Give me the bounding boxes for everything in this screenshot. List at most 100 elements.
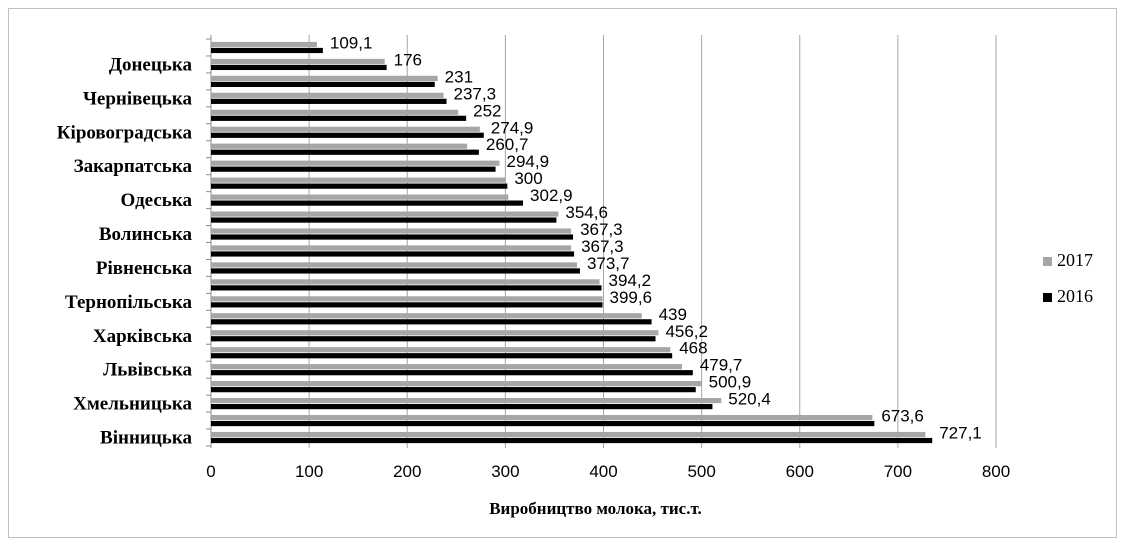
data-label: 302,9 [530, 186, 573, 205]
category-label: Львівська [103, 360, 192, 381]
bar-2016 [211, 336, 656, 342]
milk-production-chart: Донецька Чернівецька Кіровоградська Закарпа… [57, 33, 1093, 518]
bar-2017 [211, 245, 572, 251]
bar-2016 [211, 285, 602, 291]
data-label: 237,3 [454, 84, 497, 103]
category-label: Рівненська [96, 258, 193, 279]
x-tick-label: 0 [206, 462, 215, 481]
category-labels: Донецька Чернівецька Кіровоградська Закарпа… [57, 54, 193, 448]
category-label: Донецька [109, 54, 193, 75]
data-label: 367,3 [580, 220, 623, 239]
category-label: Харківська [93, 326, 193, 347]
bar-2016 [211, 98, 447, 104]
bar-2017 [211, 211, 559, 217]
x-tick-label: 400 [589, 462, 617, 481]
data-label: 274,9 [491, 118, 534, 137]
chart-frame: Донецька Чернівецька Кіровоградська Закарпа… [8, 8, 1117, 538]
bar-2017 [211, 381, 702, 387]
data-label: 300 [514, 169, 542, 188]
bar-2017 [211, 41, 317, 48]
data-label: 231 [445, 67, 473, 86]
bars [211, 41, 933, 444]
data-label: 176 [394, 50, 422, 69]
bar-2017 [211, 228, 572, 234]
bar-2016 [211, 420, 875, 427]
data-label: 456,2 [665, 322, 708, 341]
data-label: 260,7 [486, 135, 529, 154]
bar-2016 [211, 437, 933, 444]
data-label: 468 [679, 339, 707, 358]
bar-2016 [211, 217, 557, 223]
x-tick-labels: 0 100 200 300 400 500 600 700 800 [206, 462, 1010, 481]
bar-2017 [211, 109, 459, 115]
legend-swatch-2016 [1043, 293, 1052, 302]
x-axis-title: Виробництво молока, тис.т. [489, 499, 702, 518]
bar-2016 [211, 353, 673, 359]
data-label: 399,6 [610, 288, 653, 307]
x-tick-label: 300 [491, 462, 519, 481]
bar-2016 [211, 166, 496, 172]
x-tick-label: 700 [884, 462, 912, 481]
bar-2016 [211, 387, 696, 393]
category-label: Одеська [121, 190, 193, 211]
bar-2016 [211, 115, 467, 121]
x-tick-label: 600 [786, 462, 814, 481]
bar-2017 [211, 194, 509, 200]
category-label: Чернівецька [83, 88, 193, 109]
bar-2017 [211, 92, 444, 98]
legend-label-2016: 2016 [1057, 286, 1093, 306]
bar-2016 [211, 47, 323, 54]
legend-swatch-2017 [1043, 257, 1052, 266]
bar-2017 [211, 313, 642, 319]
data-label: 500,9 [709, 373, 752, 392]
category-label: Тернопільська [65, 292, 192, 313]
bar-2016 [211, 183, 508, 189]
data-label: 727,1 [939, 424, 982, 443]
bar-2017 [211, 262, 578, 268]
legend-label-2017: 2017 [1057, 250, 1093, 270]
bar-2016 [211, 404, 713, 410]
bar-2016 [211, 370, 693, 376]
bar-2016 [211, 234, 574, 240]
bar-2017 [211, 431, 926, 438]
data-label: 367,3 [581, 237, 624, 256]
bar-2016 [211, 132, 484, 138]
bar-2016 [211, 302, 603, 308]
data-labels: 109,1 176 231237,3252274,9260,7294,9300302… [330, 33, 982, 442]
bar-2017 [211, 126, 480, 132]
x-tick-label: 100 [295, 462, 323, 481]
category-label: Кіровоградська [57, 122, 193, 143]
bar-2016 [211, 251, 575, 257]
data-label: 394,2 [609, 271, 652, 290]
bar-2017 [211, 75, 438, 81]
category-label: Волинська [99, 224, 193, 245]
bar-2016 [211, 200, 524, 206]
bar-2017 [211, 143, 468, 149]
bar-2016 [211, 149, 479, 155]
bar-2016 [211, 81, 435, 87]
category-label: Вінницька [100, 428, 192, 449]
category-label: Закарпатська [74, 156, 193, 177]
data-label: 294,9 [506, 152, 549, 171]
bar-2017 [211, 160, 500, 166]
bar-2017 [211, 414, 873, 421]
category-label: Хмельницька [73, 394, 192, 415]
data-label: 373,7 [587, 254, 630, 273]
data-label: 479,7 [700, 356, 743, 375]
bar-2017 [211, 364, 682, 370]
bar-2017 [211, 279, 600, 285]
x-tick-label: 800 [982, 462, 1010, 481]
bar-2017 [211, 398, 722, 404]
x-tick-label: 500 [687, 462, 715, 481]
data-label: 354,6 [565, 203, 608, 222]
bar-2016 [211, 319, 652, 325]
bar-2017 [211, 177, 506, 183]
data-label: 673,6 [881, 407, 924, 426]
data-label: 439 [659, 305, 687, 324]
bar-2016 [211, 268, 580, 274]
bar-2017 [211, 330, 659, 336]
data-label: 109,1 [330, 33, 373, 52]
data-label: 520,4 [728, 390, 771, 409]
bar-2017 [211, 58, 385, 65]
bar-2016 [211, 64, 387, 71]
